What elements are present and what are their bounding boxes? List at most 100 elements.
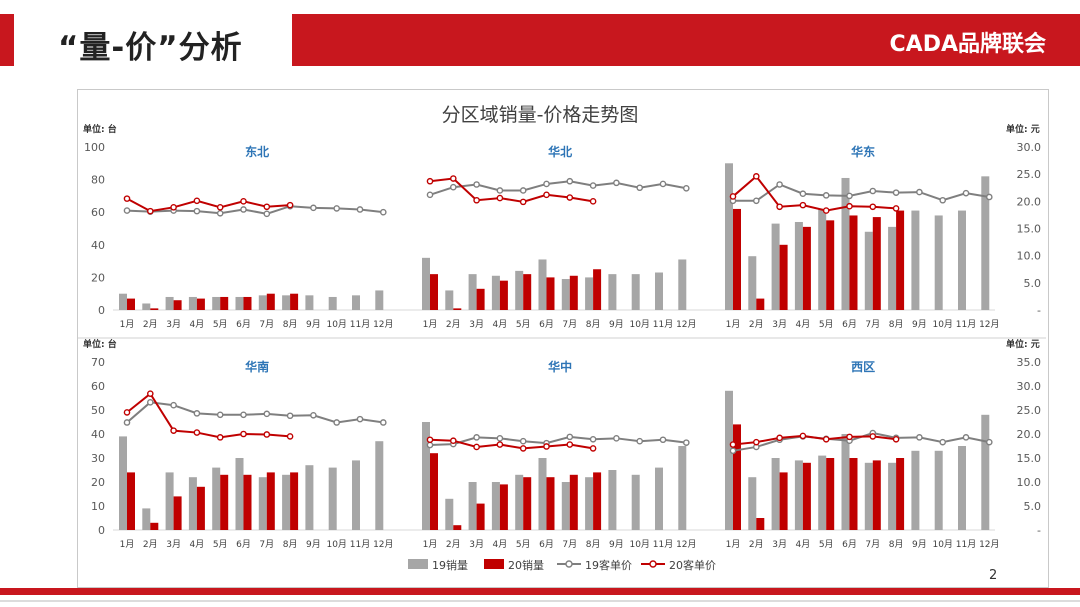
bar-19-sales — [841, 434, 850, 530]
bar-19-sales — [328, 296, 337, 310]
bar-19-sales — [725, 163, 733, 310]
price-20-point — [566, 441, 574, 448]
price-20-point — [753, 173, 760, 180]
bar-20-sales — [196, 298, 205, 310]
price-19-point — [939, 196, 947, 204]
month-tick-label: 10月 — [932, 319, 952, 330]
month-tick-label: 7月 — [562, 319, 577, 330]
price-20-point — [753, 438, 760, 446]
bar-19-sales — [608, 274, 617, 310]
month-tick-label: 8月 — [283, 539, 298, 550]
price-19-point — [986, 193, 993, 201]
price-19-point — [519, 437, 527, 445]
month-tick-label: 6月 — [539, 319, 554, 330]
month-tick-label: 12月 — [676, 539, 696, 550]
bar-19-sales — [468, 482, 477, 530]
price-20-point — [473, 196, 480, 204]
month-tick-label: 9月 — [609, 539, 624, 550]
bar-19-sales — [748, 477, 757, 530]
month-tick-label: 2月 — [446, 539, 461, 550]
bar-19-sales — [888, 462, 897, 530]
legend-label: 20销量 — [508, 558, 544, 572]
price-19-point — [822, 192, 830, 199]
price-19-point — [519, 187, 527, 194]
month-tick-label: 12月 — [979, 319, 999, 330]
price-19-point — [916, 434, 923, 441]
price-20-point — [799, 432, 807, 440]
left-unit-label: 单位: 台 — [83, 338, 117, 350]
month-tick-label: 12月 — [373, 539, 393, 550]
y2-tick-label: - — [1037, 304, 1041, 317]
bar-20-sales — [173, 300, 182, 310]
price-19-line — [126, 205, 384, 215]
bar-19-sales — [655, 467, 663, 530]
y2-tick-label: 10.0 — [1017, 250, 1042, 263]
bar-20-sales — [430, 274, 438, 310]
month-tick-label: 9月 — [609, 319, 624, 330]
bar-19-sales — [934, 450, 943, 530]
header-accent-bar — [0, 14, 14, 66]
bar-20-sales — [453, 308, 462, 310]
price-20-point — [543, 191, 550, 199]
bar-19-sales — [235, 458, 244, 530]
month-tick-label: 5月 — [819, 319, 834, 330]
month-tick-label: 8月 — [586, 539, 601, 550]
bar-20-sales — [779, 244, 788, 310]
y2-tick-label: 30.0 — [1017, 141, 1042, 154]
y2-tick-label: 5.0 — [1024, 500, 1042, 513]
bar-20-sales — [733, 424, 741, 530]
bar-20-sales — [756, 518, 765, 530]
bar-19-sales — [491, 482, 500, 530]
price-19-point — [543, 180, 550, 188]
price-19-point — [310, 204, 317, 212]
price-19-line — [429, 180, 687, 196]
bar-19-sales — [538, 259, 547, 310]
bar-19-sales — [165, 472, 174, 530]
bar-19-sales — [282, 474, 291, 530]
bar-19-sales — [585, 277, 594, 310]
price-19-point — [356, 206, 364, 213]
bar-20-sales — [593, 472, 602, 530]
bar-19-sales — [212, 467, 221, 530]
bar-19-sales — [468, 274, 477, 310]
bar-19-sales — [631, 474, 640, 530]
bar-19-sales — [375, 290, 384, 310]
month-tick-label: 7月 — [865, 539, 880, 550]
bar-20-sales — [220, 474, 229, 530]
legend-swatch-19-sales — [408, 559, 428, 569]
month-tick-label: 9月 — [912, 539, 927, 550]
bar-19-sales — [981, 414, 990, 530]
bar-19-sales — [958, 210, 966, 310]
bar-19-sales — [841, 177, 850, 310]
bar-19-sales — [958, 446, 966, 530]
bar-19-sales — [748, 256, 757, 310]
price-20-point — [146, 390, 154, 397]
price-20-line — [126, 392, 291, 439]
month-tick-label: 7月 — [865, 319, 880, 330]
y-tick-label: 100 — [84, 141, 105, 154]
price-19-point — [799, 190, 807, 198]
price-19-point — [170, 401, 177, 409]
month-tick-label: 3月 — [469, 319, 484, 330]
bar-20-sales — [290, 293, 299, 310]
price-19-point — [263, 410, 271, 418]
price-19-point — [869, 187, 877, 195]
y-tick-label: 50 — [91, 404, 105, 417]
bar-19-sales — [561, 482, 570, 530]
price-20-point — [543, 443, 550, 450]
legend-label: 19销量 — [432, 558, 468, 572]
month-tick-label: 3月 — [469, 539, 484, 550]
price-20-point — [240, 198, 247, 205]
bar-19-sales — [934, 215, 943, 310]
month-tick-label: 2月 — [143, 539, 158, 550]
y-tick-label: 20 — [91, 271, 105, 284]
price-20-point — [892, 205, 900, 212]
month-tick-label: 5月 — [819, 539, 834, 550]
price-19-point — [962, 189, 970, 197]
month-tick-label: 8月 — [889, 539, 904, 550]
y2-tick-label: 15.0 — [1017, 223, 1042, 236]
price-20-point — [846, 433, 853, 441]
price-19-point — [939, 438, 947, 446]
bar-19-sales — [655, 272, 663, 310]
bar-20-sales — [593, 269, 602, 310]
